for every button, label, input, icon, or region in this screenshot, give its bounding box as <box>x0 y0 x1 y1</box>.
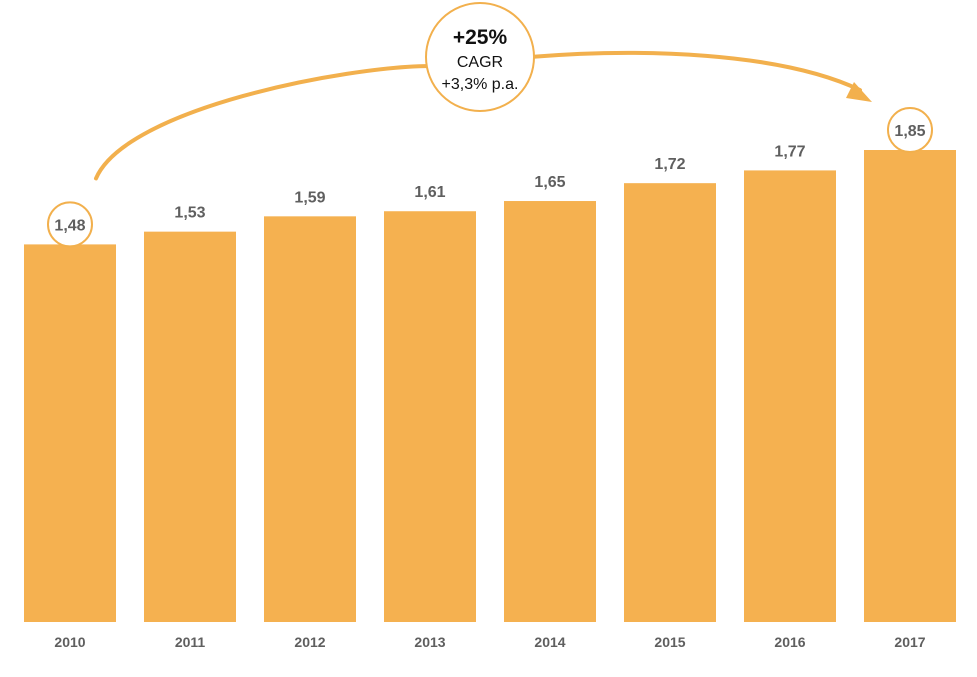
cagr-callout: +25% CAGR +3,3% p.a. <box>425 2 535 112</box>
x-tick-label-2010: 2010 <box>54 634 85 650</box>
bar-2010 <box>24 244 116 622</box>
x-tick-label-2012: 2012 <box>294 634 325 650</box>
value-label-2017: 1,85 <box>894 123 925 140</box>
value-label-2014: 1,65 <box>534 174 565 191</box>
x-tick-label-2017: 2017 <box>894 634 925 650</box>
highlight-ring-2010 <box>47 201 93 248</box>
x-tick-label-2016: 2016 <box>774 634 805 650</box>
highlight-ring-2017 <box>887 107 933 153</box>
value-label-2011: 1,53 <box>174 205 205 222</box>
value-label-2010: 1,48 <box>54 217 85 234</box>
growth-percent-label: +25% <box>453 26 508 49</box>
x-tick-label-2015: 2015 <box>654 634 685 650</box>
value-label-2012: 1,59 <box>294 189 325 206</box>
bar-2014 <box>504 201 596 622</box>
x-tick-label-2014: 2014 <box>534 634 565 650</box>
growth-arrowhead-icon <box>846 82 872 102</box>
bar-2011 <box>144 231 236 622</box>
x-tick-label-2011: 2011 <box>175 634 206 650</box>
bar-2016 <box>744 170 836 622</box>
cagr-rate-label: +3,3% p.a. <box>442 76 519 93</box>
value-label-2013: 1,61 <box>414 184 445 201</box>
cagr-label: CAGR <box>457 54 503 71</box>
bar-2015 <box>624 183 716 622</box>
bar-2012 <box>264 216 356 622</box>
x-tick-label-2013: 2013 <box>414 634 445 650</box>
bars-layer: 1,48 2010 1,53 2011 1,59 2012 1,61 2013 1,65 2014… <box>24 107 956 650</box>
growth-arrow-arc <box>94 50 862 181</box>
bar-2017 <box>864 150 956 622</box>
value-label-2016: 1,77 <box>774 143 805 160</box>
cagr-callout-circle <box>425 2 535 112</box>
bar-2013 <box>384 211 476 623</box>
value-label-2015: 1,72 <box>654 156 685 173</box>
